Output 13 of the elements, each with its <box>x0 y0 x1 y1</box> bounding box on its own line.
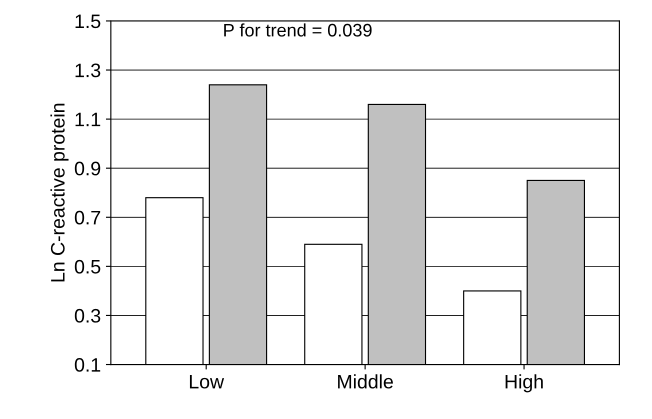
y-tick-label: 1.3 <box>76 64 100 78</box>
y-tick-label: 0.1 <box>74 358 100 372</box>
y-tick-label: 0.5 <box>74 260 100 274</box>
x-tick-label: Middle <box>338 374 393 389</box>
y-axis-title: Ln C-reactive protein <box>50 104 69 282</box>
y-tick-label: 0.7 <box>74 210 100 225</box>
annotation: P for trend = 0.039 <box>224 23 372 37</box>
y-tick-label: 0.3 <box>74 308 100 323</box>
x-tick-label: High <box>506 374 543 392</box>
y-tick-label: 0.9 <box>74 162 100 176</box>
y-tick-label: 1.5 <box>76 14 100 28</box>
y-tick-label: 1.1 <box>76 112 100 126</box>
x-tick-label: Low <box>190 374 224 389</box>
